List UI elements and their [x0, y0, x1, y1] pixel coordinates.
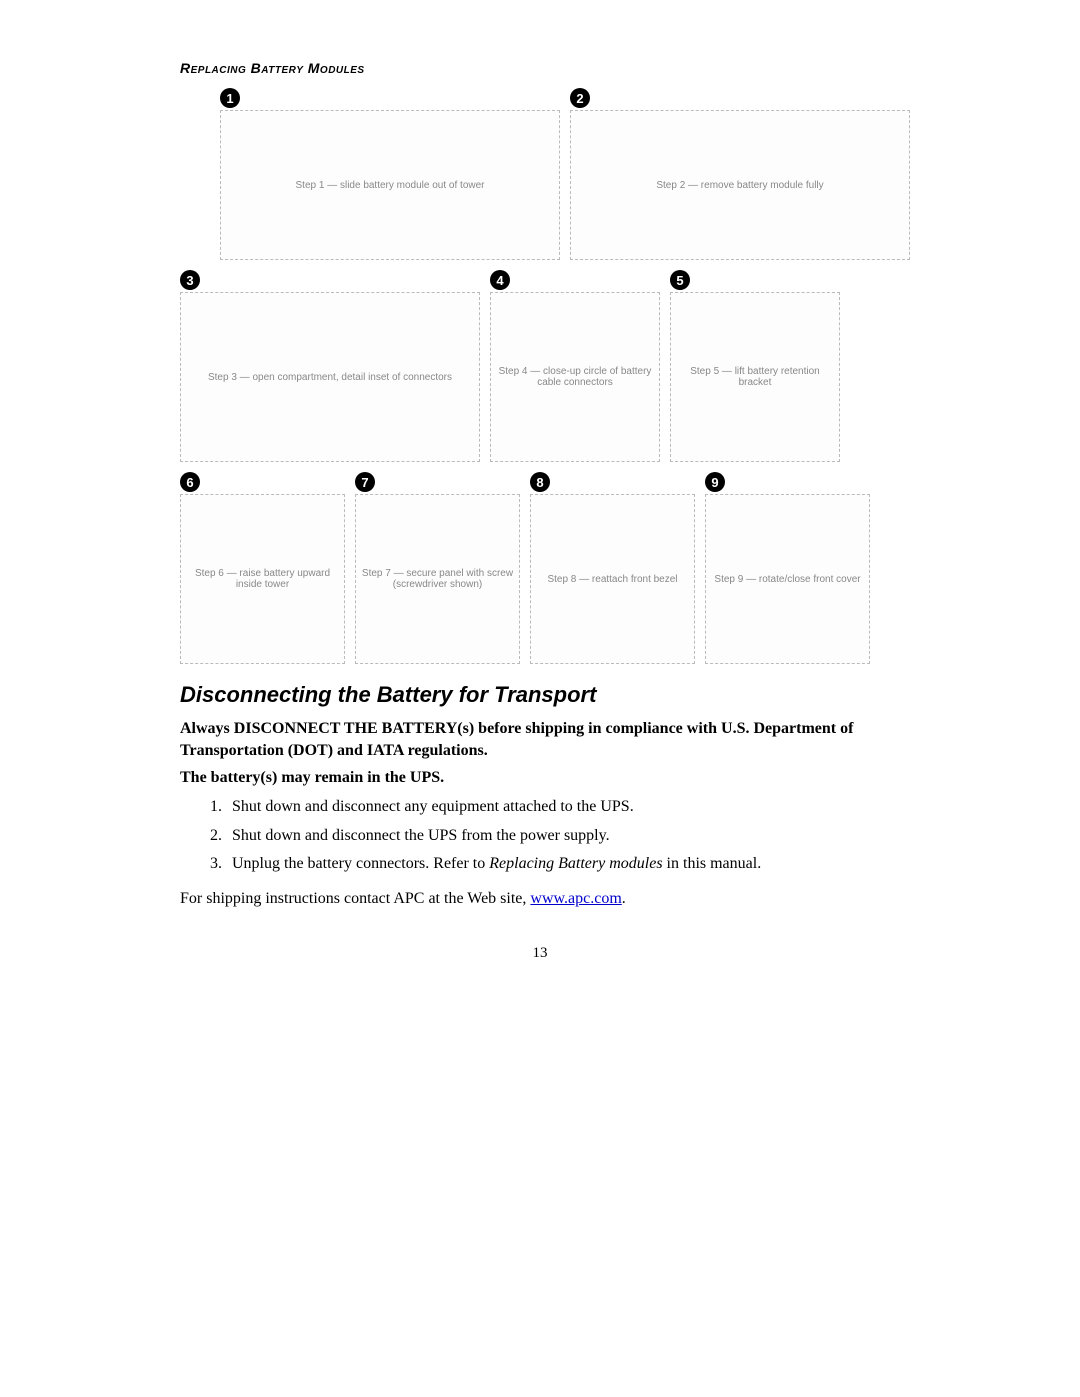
diagram-step-9: Step 9 — rotate/close front cover	[705, 494, 870, 664]
subheading-disconnect: Disconnecting the Battery for Transport	[180, 682, 900, 708]
step-badge-2: 2	[570, 88, 590, 108]
step3-after: in this manual.	[663, 855, 762, 872]
step-item-2: Shut down and disconnect the UPS from th…	[226, 824, 900, 849]
diagram-step-5: Step 5 — lift battery retention bracket	[670, 292, 840, 462]
manual-page: Replacing Battery Modules 1 Step 1 — sli…	[0, 0, 1080, 1397]
apc-link[interactable]: www.apc.com	[530, 890, 621, 907]
step-badge-7: 7	[355, 472, 375, 492]
step-item-1: Shut down and disconnect any equipment a…	[226, 795, 900, 820]
step-badge-8: 8	[530, 472, 550, 492]
diagram-step-1: Step 1 — slide battery module out of tow…	[220, 110, 560, 260]
page-number: 13	[0, 945, 1080, 962]
intro-bold-1: Always DISCONNECT THE BATTERY(s) before …	[180, 718, 900, 761]
step-badge-6: 6	[180, 472, 200, 492]
section-header: Replacing Battery Modules	[180, 60, 900, 76]
diagram-step-6: Step 6 — raise battery upward inside tow…	[180, 494, 345, 664]
closing-paragraph: For shipping instructions contact APC at…	[180, 887, 900, 910]
step3-italic: Replacing Battery modules	[489, 855, 662, 872]
diagram-step-7: Step 7 — secure panel with screw (screwd…	[355, 494, 520, 664]
closing-after: .	[622, 890, 626, 907]
step-item-3: Unplug the battery connectors. Refer to …	[226, 852, 900, 877]
step3-before: Unplug the battery connectors. Refer to	[232, 855, 489, 872]
diagram-step-8: Step 8 — reattach front bezel	[530, 494, 695, 664]
step-badge-1: 1	[220, 88, 240, 108]
intro-bold-2: The battery(s) may remain in the UPS.	[180, 767, 900, 789]
diagram-step-2: Step 2 — remove battery module fully	[570, 110, 910, 260]
diagram-step-4: Step 4 — close-up circle of battery cabl…	[490, 292, 660, 462]
step-badge-4: 4	[490, 270, 510, 290]
step-badge-5: 5	[670, 270, 690, 290]
closing-before: For shipping instructions contact APC at…	[180, 890, 530, 907]
step-badge-3: 3	[180, 270, 200, 290]
step-badge-9: 9	[705, 472, 725, 492]
diagram-step-3: Step 3 — open compartment, detail inset …	[180, 292, 480, 462]
procedure-list: Shut down and disconnect any equipment a…	[180, 795, 900, 877]
diagram-grid: 1 Step 1 — slide battery module out of t…	[180, 84, 900, 664]
